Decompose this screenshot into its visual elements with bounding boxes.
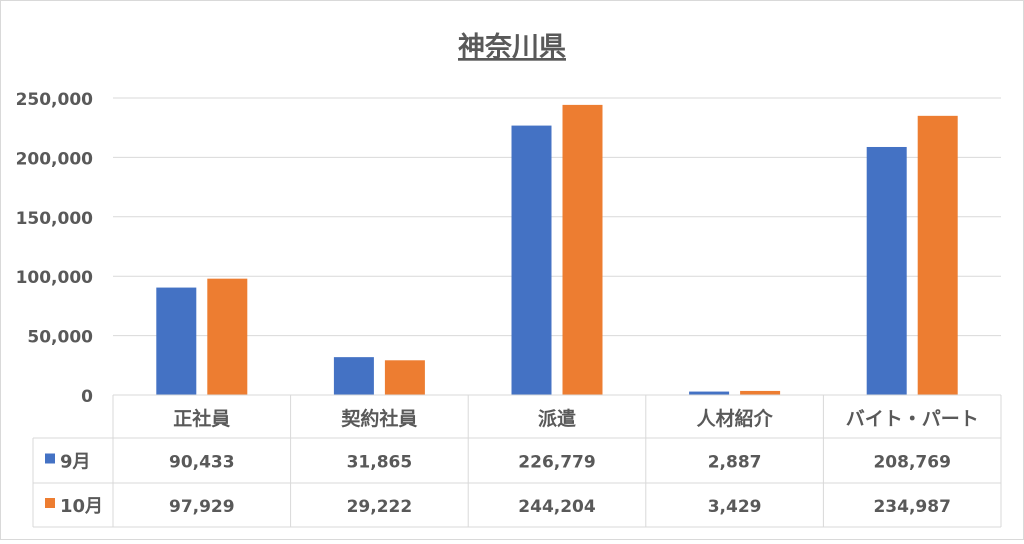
y-tick-label: 250,000 xyxy=(16,90,94,110)
table-value: 226,779 xyxy=(518,453,595,473)
category-label: バイト・パート xyxy=(846,408,979,430)
y-tick-label: 100,000 xyxy=(16,268,94,288)
legend-key-sep xyxy=(45,453,55,464)
bar-sep xyxy=(511,125,552,395)
table-value: 208,769 xyxy=(873,453,950,473)
bar-oct xyxy=(740,390,781,395)
bar-sep xyxy=(689,391,730,395)
bar-oct xyxy=(562,104,603,395)
y-tick-label: 150,000 xyxy=(16,209,94,229)
table-value: 234,987 xyxy=(873,497,950,517)
bar-sep xyxy=(333,357,374,395)
category-label: 正社員 xyxy=(173,407,230,430)
y-tick-label: 200,000 xyxy=(16,149,94,169)
y-tick-label: 50,000 xyxy=(27,328,93,348)
bar-sep xyxy=(156,287,197,395)
table-value: 3,429 xyxy=(708,497,762,517)
table-value: 29,222 xyxy=(347,497,413,517)
table-value: 90,433 xyxy=(169,453,235,473)
category-label: 人材紹介 xyxy=(697,407,774,430)
y-tick-label: 0 xyxy=(81,387,93,407)
series-name: 10月 xyxy=(60,496,103,517)
category-label: 契約社員 xyxy=(340,407,417,430)
table-value: 97,929 xyxy=(169,497,235,517)
table-value: 244,204 xyxy=(518,497,596,517)
table-value: 31,865 xyxy=(347,453,413,473)
chart-title: 神奈川県 xyxy=(458,32,566,63)
bar-oct xyxy=(917,115,958,395)
category-label: 派遣 xyxy=(538,407,576,430)
series-name: 9月 xyxy=(60,452,91,473)
bar-oct xyxy=(207,278,248,395)
table-value: 2,887 xyxy=(708,453,762,473)
legend-key-oct xyxy=(45,498,55,508)
bar-sep xyxy=(866,146,907,395)
bar-oct xyxy=(384,360,425,395)
